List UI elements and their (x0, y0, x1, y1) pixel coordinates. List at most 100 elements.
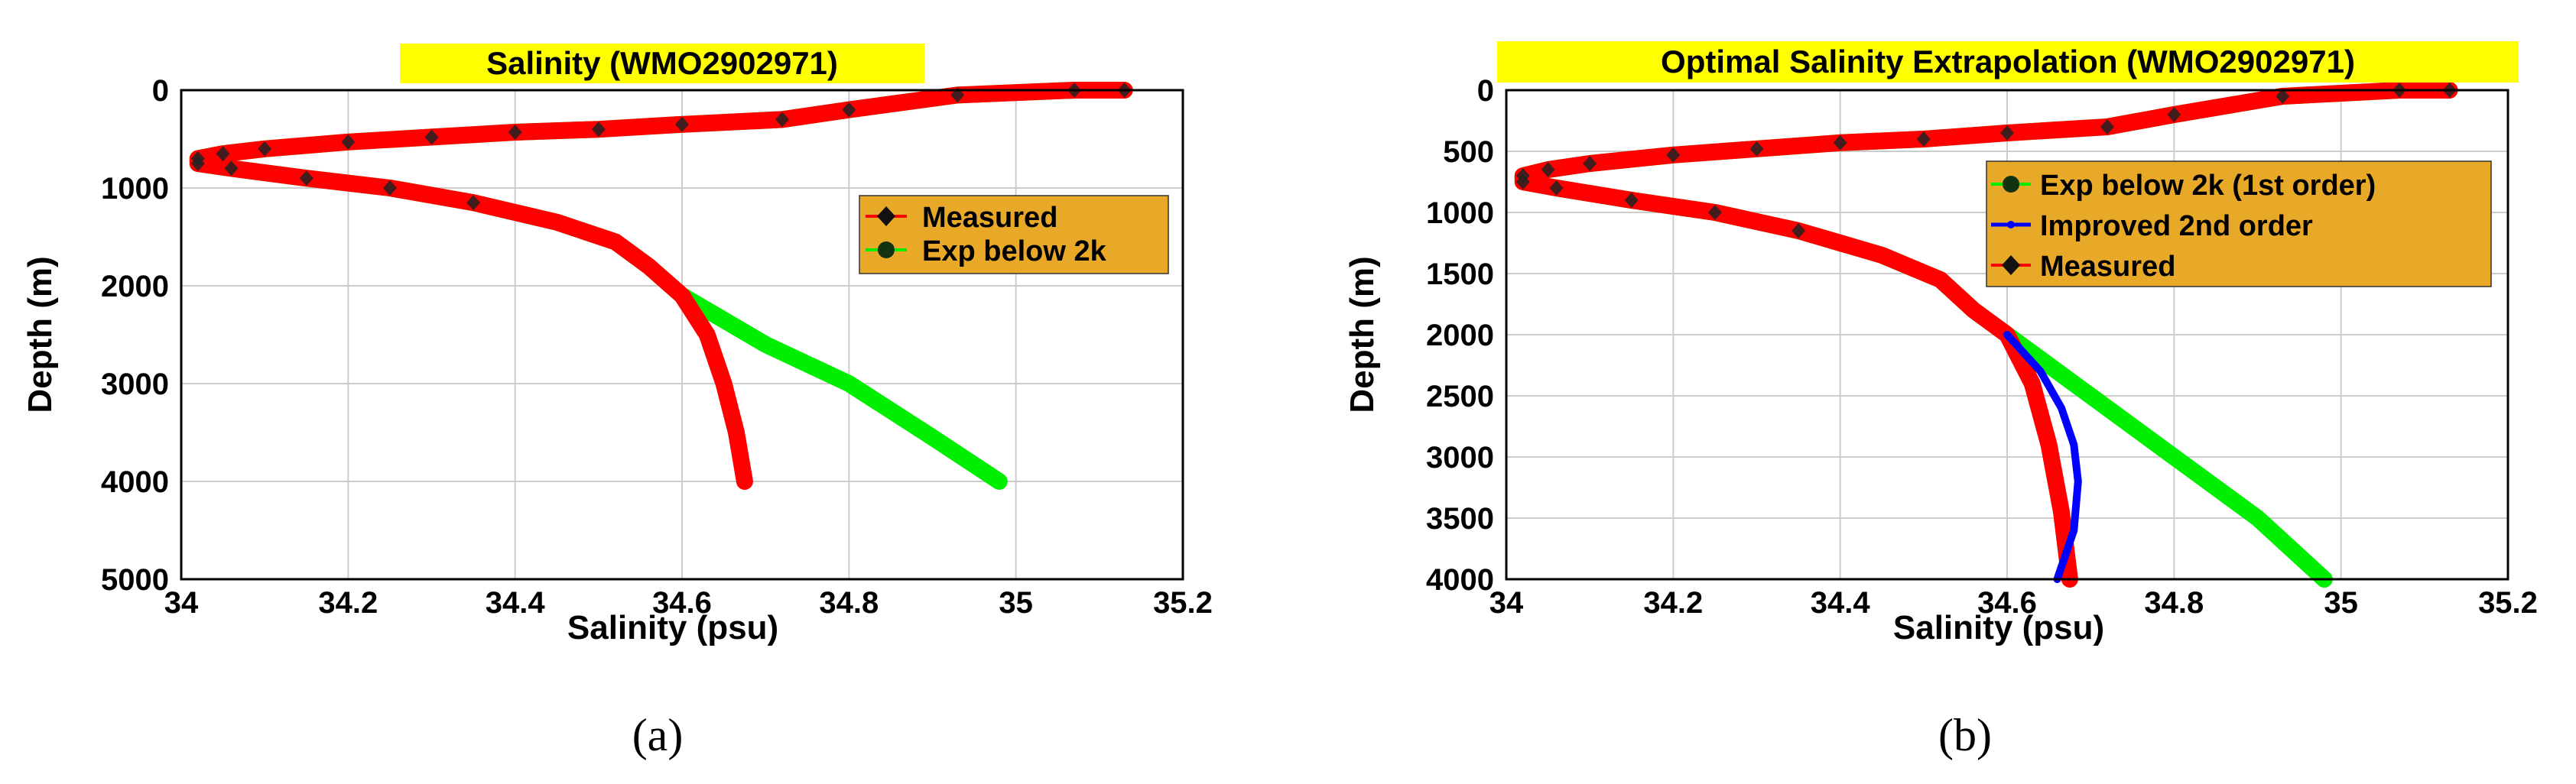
data-point-marker (1549, 180, 1564, 196)
y-tick-label: 3000 (1426, 441, 1494, 475)
data-point-marker (466, 195, 481, 211)
panel-b-title-highlight (1497, 41, 2519, 83)
x-tick-label: 35 (2324, 586, 2358, 620)
y-tick-label: 3000 (101, 368, 169, 401)
panel-a-title-highlight (400, 44, 924, 83)
y-tick-label: 3500 (1426, 502, 1494, 536)
panel-b-x-axis-label: Salinity (psu) (1893, 609, 2104, 646)
data-point-marker (216, 146, 230, 162)
x-tick-label: 35 (999, 586, 1033, 620)
data-point-marker (1792, 223, 1806, 238)
series-line (2003, 331, 2082, 583)
panel-a-legend: Measured Exp below 2k (859, 195, 1169, 274)
y-tick-label: 2000 (1426, 319, 1494, 352)
data-point-marker (1541, 162, 1555, 177)
x-tick-label: 35.2 (2478, 586, 2538, 620)
y-tick-label: 1500 (1426, 258, 1494, 291)
panel-b-x-ticks: 34 34.2 34.4 34.6 34.8 35 35.2 (1489, 586, 2538, 620)
panel-b-legend-item-measured: Measured (1991, 251, 2175, 283)
x-tick-label: 34.4 (1811, 586, 1871, 620)
panel-a-y-axis-label: Depth (m) (21, 256, 59, 413)
panel-b-legend: Exp below 2k (1st order) Improved 2nd or… (1986, 160, 2492, 287)
x-tick-label: 35.2 (1153, 586, 1213, 620)
panel-a-legend-box (859, 195, 1169, 274)
panel-b-legend-item-exp: Exp below 2k (1st order) (1991, 170, 2376, 202)
panel-a-x-axis-label: Salinity (psu) (567, 609, 778, 646)
y-tick-label: 2000 (101, 270, 169, 303)
panel-a-plot-frame (180, 89, 1184, 581)
panel-b-plot-frame (1505, 89, 2509, 581)
panel-a-legend-item-measured: Measured (866, 202, 1057, 234)
data-point-marker (1624, 193, 1639, 208)
data-point-marker (2000, 125, 2014, 141)
panel-b-legend-box (1986, 160, 2492, 287)
panel-b-series (1514, 82, 2458, 588)
circle-marker-icon (2003, 176, 2019, 193)
data-point-marker (1916, 131, 1931, 147)
x-tick-label: 34.8 (819, 586, 879, 620)
y-tick-label: 4000 (1426, 563, 1494, 597)
data-point-marker (842, 102, 856, 118)
data-point-marker (775, 112, 789, 128)
y-tick-label: 500 (1443, 135, 1494, 169)
diamond-marker-icon (2002, 255, 2020, 275)
panel-b-legend-label-exp: Exp below 2k (1st order) (2040, 170, 2376, 202)
data-point-marker (591, 121, 606, 138)
data-point-marker (299, 170, 313, 186)
data-point-marker (258, 141, 272, 157)
panel-a-y-ticks: 0 1000 2000 3000 4000 5000 (101, 74, 169, 597)
y-tick-label: 2500 (1426, 380, 1494, 413)
data-point-marker (424, 129, 439, 145)
panel-b-legend-label-measured: Measured (2040, 251, 2175, 283)
x-tick-label: 34 (164, 586, 199, 620)
panel-b-y-axis-label: Depth (m) (1343, 256, 1381, 413)
panel-b-title: Optimal Salinity Extrapolation (WMO29029… (1661, 44, 2355, 79)
data-point-marker (2167, 107, 2181, 122)
circle-marker-icon (2007, 221, 2015, 228)
panel-a-caption: (a) (632, 710, 684, 760)
panel-b: 34 34.2 34.4 34.6 34.8 35 35.2 0 500 1000 1500 200… (1343, 41, 2538, 760)
panel-b-caption: (b) (1938, 710, 1992, 760)
panel-b-legend-label-improved: Improved 2nd order (2040, 210, 2313, 242)
data-point-marker (341, 134, 356, 150)
x-tick-label: 34.2 (1643, 586, 1703, 620)
panel-a-x-ticks: 34 34.2 34.4 34.6 34.8 35 35.2 (164, 586, 1213, 620)
x-tick-label: 34.8 (2144, 586, 2204, 620)
data-point-marker (190, 156, 205, 171)
x-tick-label: 34.2 (318, 586, 378, 620)
x-tick-label: 34.6 (652, 586, 712, 620)
series-improved-2nd-order (2003, 331, 2082, 583)
panel-a-legend-label-measured: Measured (922, 202, 1057, 234)
panel-a-grid (180, 89, 1184, 580)
panel-b-y-ticks: 0 500 1000 1500 2000 2500 3000 3500 4000 (1426, 74, 1494, 597)
x-tick-label: 34 (1489, 586, 1524, 620)
data-point-marker (1833, 134, 1847, 151)
y-tick-label: 0 (152, 74, 169, 108)
panel-a-legend-label-exp: Exp below 2k (922, 235, 1107, 267)
x-tick-label: 34.4 (486, 586, 546, 620)
data-point-marker (675, 116, 689, 132)
data-point-marker (1707, 205, 1722, 220)
panel-a: 34 34.2 34.4 34.6 34.8 35 35.2 0 1000 2000 3000 40… (21, 44, 1213, 760)
data-point-marker (508, 125, 522, 141)
data-point-marker (1515, 174, 1530, 190)
series-measured (189, 82, 1133, 490)
x-tick-label: 34.6 (1977, 586, 2037, 620)
y-tick-label: 5000 (101, 563, 169, 597)
panel-a-legend-item-exp: Exp below 2k (866, 235, 1107, 267)
data-point-marker (382, 180, 397, 196)
panel-a-series (189, 82, 1133, 490)
series-measured (1514, 82, 2458, 588)
data-point-marker (2276, 89, 2290, 104)
data-point-marker (1666, 147, 1681, 163)
y-tick-label: 4000 (101, 465, 169, 499)
y-tick-label: 1000 (101, 172, 169, 206)
y-tick-label: 1000 (1426, 196, 1494, 230)
y-tick-label: 0 (1477, 74, 1494, 108)
panel-a-title: Salinity (WMO2902971) (486, 45, 838, 81)
data-point-marker (1749, 141, 1764, 157)
circle-marker-icon (878, 241, 895, 258)
data-point-marker (2100, 119, 2114, 134)
panel-b-legend-item-improved: Improved 2nd order (1991, 210, 2313, 242)
